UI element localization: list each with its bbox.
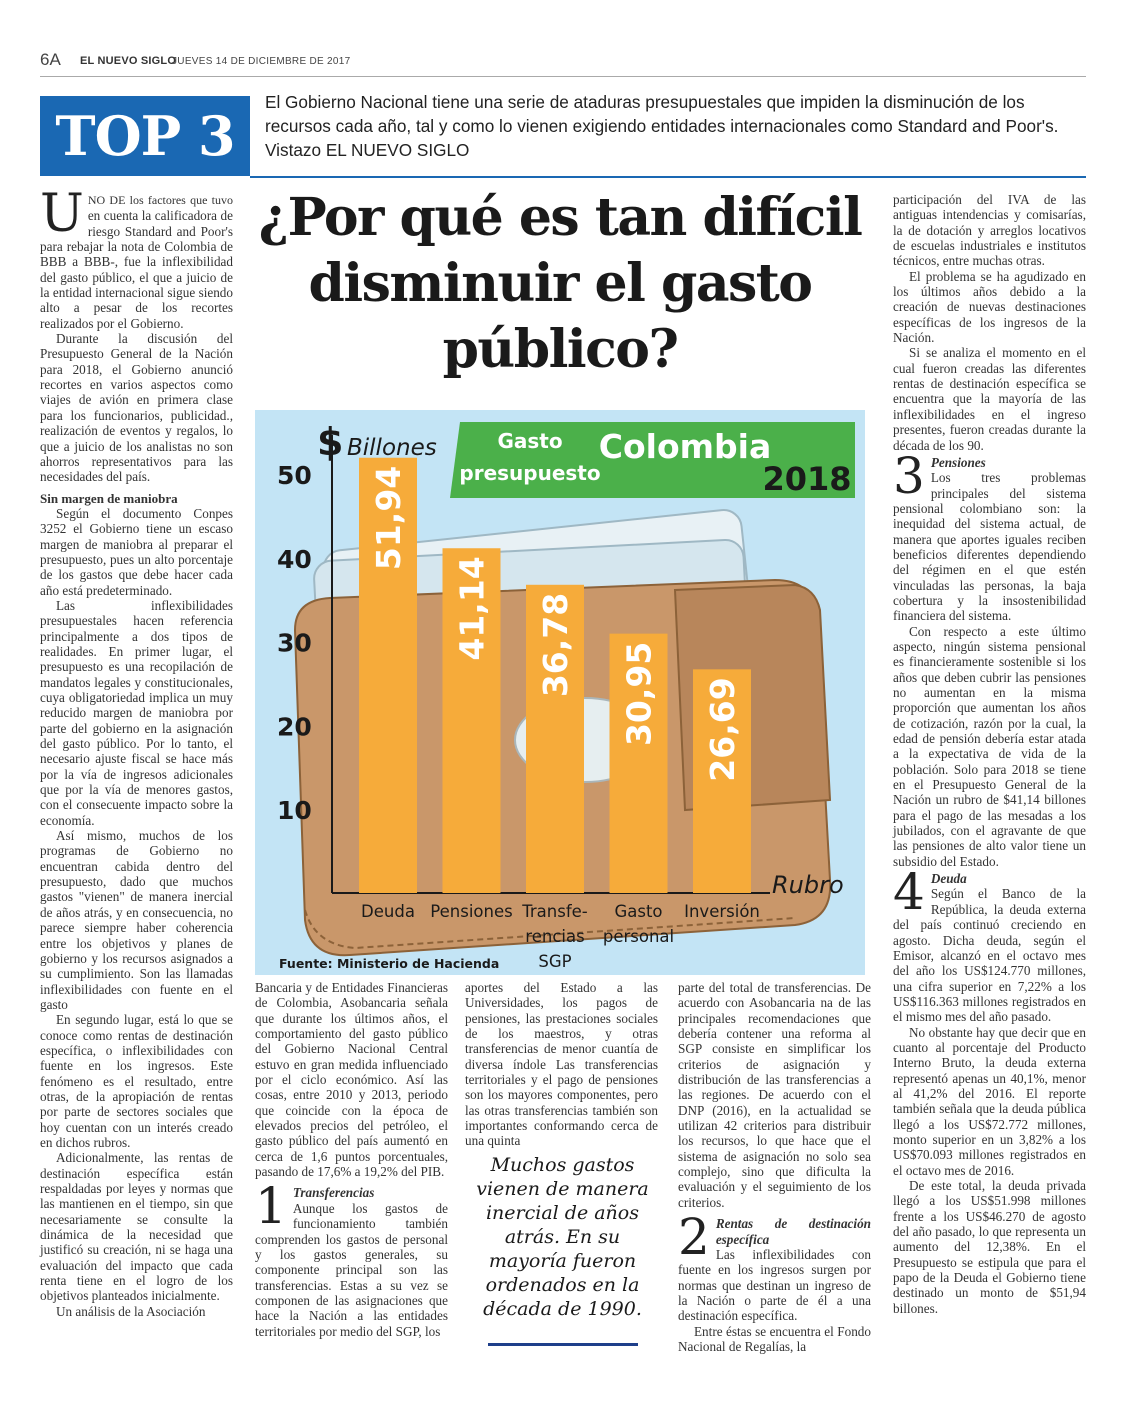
x-axis-label: Rubro xyxy=(772,871,844,899)
category-label: Deuda xyxy=(361,902,415,921)
section-title: Pensiones xyxy=(930,454,986,470)
numbered-section-3: 3 Pensiones Los tres problemas principales… xyxy=(893,446,1086,624)
lead-caps: NO DE los factores que tuvo xyxy=(87,193,233,207)
paragraph: parte del total de transferencias. De ac… xyxy=(678,980,871,1210)
banner-rule xyxy=(250,176,1086,178)
paragraph: Con respecto a este último aspecto, ning… xyxy=(893,623,1086,869)
section-title: Rentas de destinación específica xyxy=(715,1216,871,1247)
bar-value-label: 51,94 xyxy=(369,466,408,570)
paragraph: aportes del Estado a las Universidades, … xyxy=(465,980,658,1149)
subheading: Sin margen de maniobra xyxy=(40,490,178,506)
y-axis-label: Billones xyxy=(347,435,437,461)
newspaper-name: EL NUEVO SIGLO xyxy=(80,55,177,67)
category-label: SGP xyxy=(538,952,571,971)
y-tick-label: 10 xyxy=(277,796,312,825)
lead-paragraph: U NO DE los factores que tuvo en cuenta l… xyxy=(40,184,233,331)
deck-text: El Gobierno Nacional tiene una serie de … xyxy=(265,92,1059,160)
page-number: 6A xyxy=(40,50,61,69)
chart-title-line1: Gasto xyxy=(497,429,562,453)
chart-labels: Deuda Pensiones Transfe-rencias SGP Gasto per… xyxy=(279,902,760,971)
paragraph: participación del IVA de las antiguas in… xyxy=(893,192,1086,269)
chart-bars: 51,94 41,14 36,78 30,95 26,69 xyxy=(359,457,751,893)
section-number: 3 xyxy=(893,446,925,505)
paragraph: El problema se ha agudizado en los últim… xyxy=(893,268,1086,346)
section-badge: TOP 3 xyxy=(40,96,250,176)
y-tick-label: 30 xyxy=(277,629,312,658)
pull-quote: Muchos gastos vienen de manera inercial … xyxy=(476,1154,649,1320)
bar-0 xyxy=(359,457,417,893)
paragraph-text: Según el Banco de la República, la deuda… xyxy=(893,886,1086,1025)
bar-1 xyxy=(442,548,501,893)
headline: ¿Por qué es tan difícil disminuir el gas… xyxy=(258,187,863,380)
paragraph-text: Las inflexibilidades con fuente en los i… xyxy=(678,1246,871,1324)
bar-4 xyxy=(693,669,751,893)
chart-title-year: 2018 xyxy=(762,460,851,498)
bar-value-label: 30,95 xyxy=(620,642,659,746)
category-label: personal xyxy=(603,927,674,946)
y-tick-label: 20 xyxy=(277,712,312,741)
y-tick-label: 50 xyxy=(277,461,312,490)
bar-value-label: 26,69 xyxy=(703,677,742,781)
chart-source: Fuente: Ministerio de Hacienda xyxy=(279,956,499,971)
category-label: rencias xyxy=(525,927,584,946)
pull-quote-rule xyxy=(488,1343,638,1346)
paragraph: Adicionalmente, las rentas de destinació… xyxy=(40,1150,233,1304)
category-label: Inversión xyxy=(684,902,760,921)
numbered-section-2: 2 Rentas de destinación específica Las inf… xyxy=(678,1208,871,1324)
bar-value-label: 36,78 xyxy=(536,593,575,697)
paragraph: Si se analiza el momento en el cual fuer… xyxy=(893,345,1086,453)
paragraph: Bancaria y de Entidades Financieras de C… xyxy=(255,980,448,1180)
chart-title-line2: presupuesto xyxy=(459,461,600,485)
paragraph: Durante la discusión del Presupuesto Gen… xyxy=(40,331,233,485)
chart-title-banner xyxy=(450,422,855,498)
bar-value-label: 41,14 xyxy=(453,556,492,660)
category-label: Gasto xyxy=(614,902,662,921)
bar-2 xyxy=(526,584,584,893)
bar-3 xyxy=(609,633,668,893)
article-column-1: U NO DE los factores que tuvo en cuenta l… xyxy=(40,184,233,1319)
paragraph: No obstante hay que decir que en cuanto … xyxy=(893,1024,1086,1178)
category-label: Transfe- xyxy=(521,902,588,921)
y-tick-label: 40 xyxy=(277,545,312,574)
section-number: 2 xyxy=(678,1208,710,1267)
numbered-section-1: 1 Transferencias Aunque los gastos de func… xyxy=(255,1177,448,1339)
article-column-5: participación del IVA de las antiguas in… xyxy=(893,192,1086,1316)
paragraph-text: Aunque los gastos de funcionamiento tamb… xyxy=(255,1200,448,1339)
paragraph: De este total, la deuda privada llegó a … xyxy=(893,1178,1086,1316)
article-column-2: Bancaria y de Entidades Financieras de C… xyxy=(255,980,448,1339)
paragraph: Las inflexibilidades presupuestales hace… xyxy=(40,597,233,828)
drop-cap: U xyxy=(40,184,84,244)
paragraph: En segundo lugar, está lo que se conoce … xyxy=(40,1012,233,1150)
paragraph: Según el documento Conpes 3252 el Gobier… xyxy=(40,505,233,598)
chart-title-country: Colombia xyxy=(599,427,771,466)
section-number: 4 xyxy=(893,863,925,922)
paragraph-text: Los tres problemas principales del siste… xyxy=(893,470,1086,624)
article-column-4: parte del total de transferencias. De ac… xyxy=(678,980,871,1354)
article-column-3: aportes del Estado a las Universidades, … xyxy=(465,980,658,1149)
category-label: Pensiones xyxy=(430,902,512,921)
y-axis-currency-symbol: $ xyxy=(317,420,343,464)
paragraph-text: en cuenta la calificadora de riesgo Stan… xyxy=(40,208,233,331)
paragraph: Entre éstas se encuentra el Fondo Nacion… xyxy=(678,1323,871,1354)
bar-chart: Gasto presupuesto Colombia 2018 $ Billones Rub… xyxy=(255,410,865,975)
section-title: Transferencias xyxy=(292,1185,375,1201)
issue-date: JUEVES 14 DE DICIEMBRE DE 2017 xyxy=(172,56,351,67)
numbered-section-4: 4 Deuda Según el Banco de la República, la… xyxy=(893,863,1086,1025)
header-rule xyxy=(40,76,1086,77)
paragraph: Así mismo, muchos de los programas de Go… xyxy=(40,828,233,1012)
section-title: Deuda xyxy=(930,871,967,887)
paragraph: Un análisis de la Asociación xyxy=(56,1303,206,1319)
section-number: 1 xyxy=(255,1177,287,1236)
